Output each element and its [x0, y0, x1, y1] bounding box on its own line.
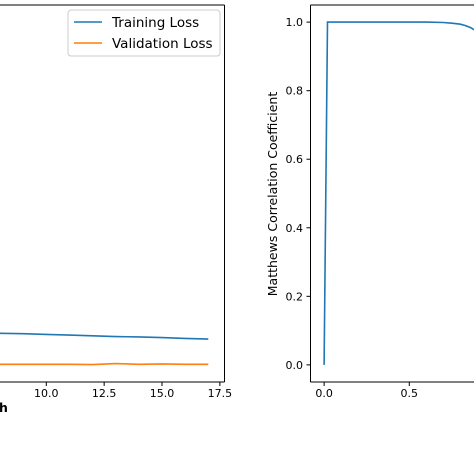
loss-legend: Training Loss Validation Loss: [67, 9, 221, 57]
mcc-y-tick-label: 0.6: [286, 153, 304, 166]
mcc-y-tick-label: 0.8: [286, 85, 304, 98]
loss-series-layer: [0, 332, 209, 366]
loss-x-tick-label: 17.5: [208, 387, 233, 400]
mcc-x-tick-label: 0.5: [401, 387, 419, 400]
loss-x-ticks: 10.0 12.5 15.0 17.5: [34, 382, 232, 400]
mcc-x-tick-label: 0.0: [315, 387, 333, 400]
mcc-ylabel: Matthews Correlation Coefficient: [265, 92, 280, 297]
loss-x-tick-label: 15.0: [150, 387, 175, 400]
mcc-y-tick-label: 0.0: [286, 359, 304, 372]
loss-chart: 10.0 12.5 15.0 17.5 h Training Loss Validat…: [0, 4, 232, 415]
mcc-series-line: [323, 21, 474, 365]
mcc-chart: 0.00.51 0.00.20.40.60.81.0 Matthews Corr…: [265, 4, 474, 400]
legend-entry-training: Training Loss: [111, 15, 199, 31]
loss-series-training: [0, 332, 209, 340]
loss-x-tick-label: 12.5: [92, 387, 117, 400]
loss-series-validation: [0, 362, 209, 366]
mcc-series-layer: [323, 21, 474, 365]
mcc-y-tick-label: 0.2: [286, 290, 304, 303]
legend-entry-validation: Validation Loss: [112, 36, 213, 52]
mcc-y-tick-label: 0.4: [286, 222, 304, 235]
legend-frame: [67, 9, 221, 57]
mcc-x-ticks: 0.00.51: [315, 382, 419, 400]
loss-xlabel-fragment: h: [0, 400, 8, 415]
loss-x-tick-label: 10.0: [34, 387, 59, 400]
mcc-y-tick-label: 1.0: [286, 16, 304, 29]
mcc-y-ticks: 0.0 0.2 0.4 0.6 0.8 1.0: [286, 16, 311, 372]
